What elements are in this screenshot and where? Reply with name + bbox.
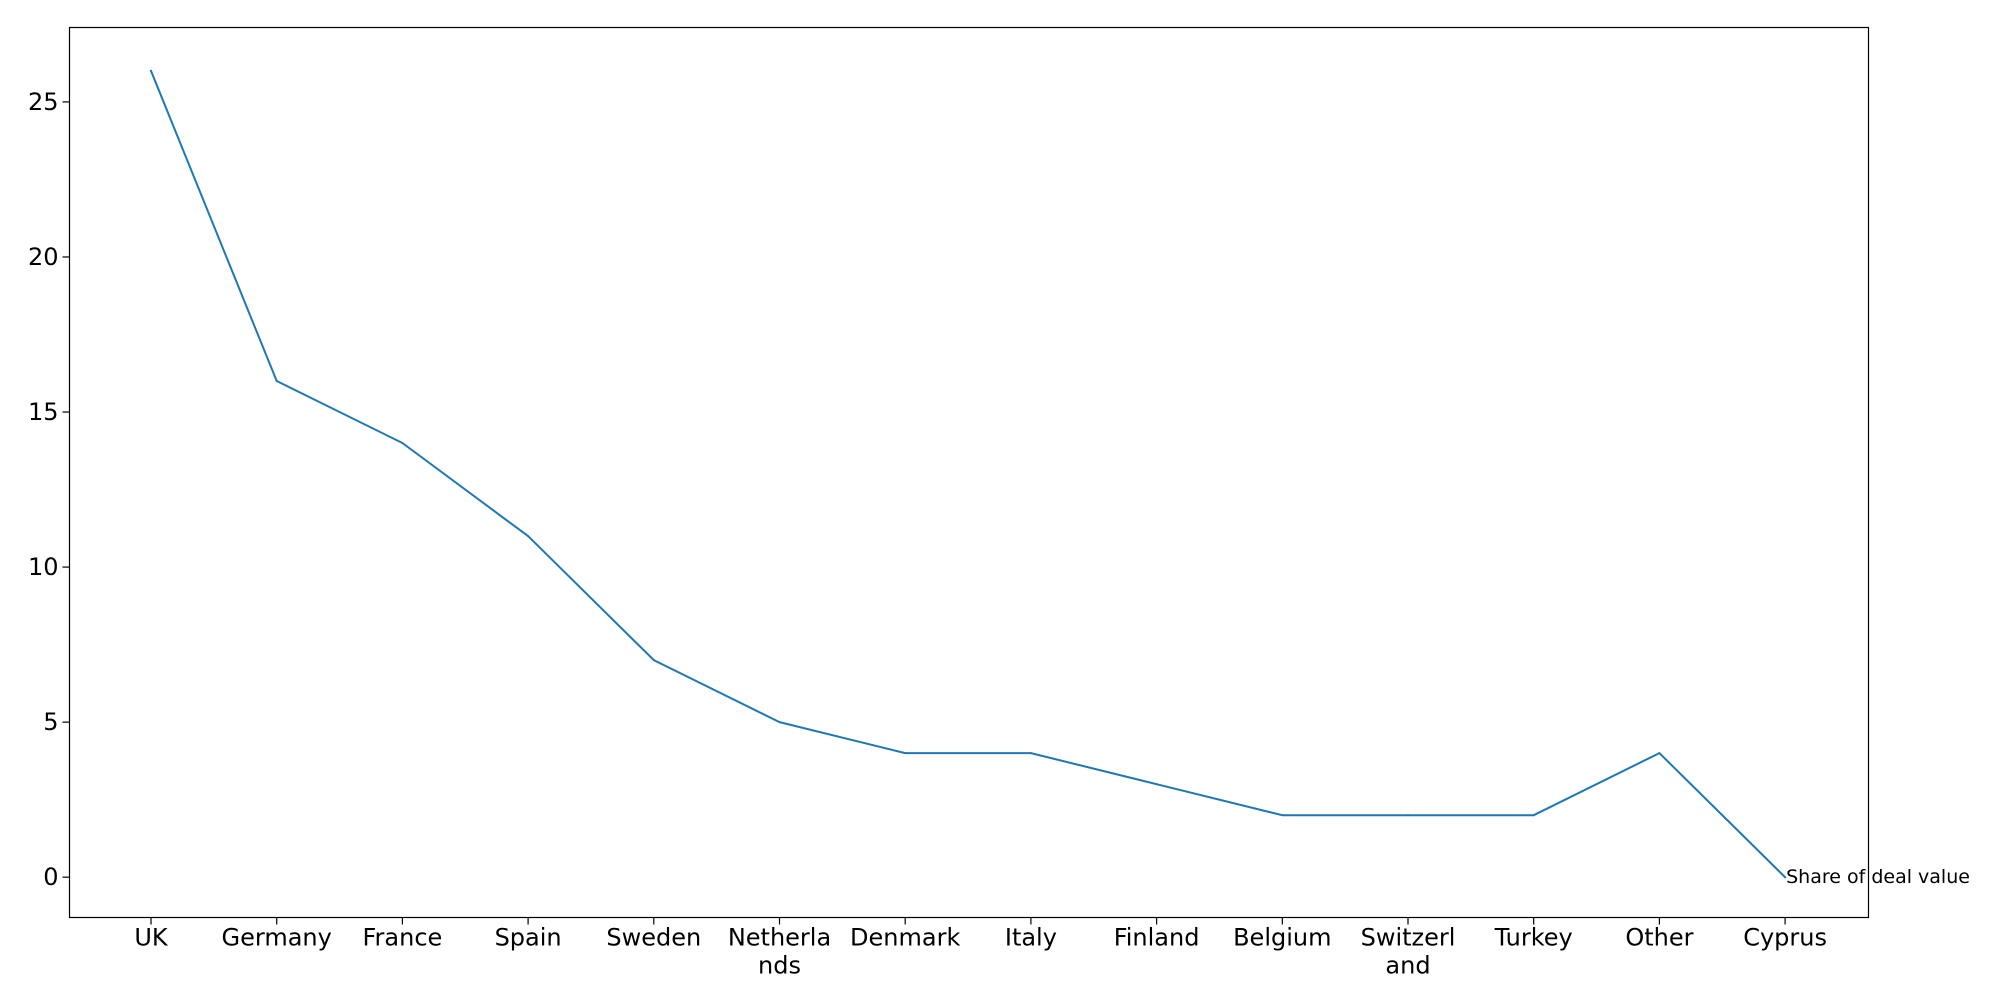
data-point <box>652 659 655 662</box>
data-point <box>778 721 781 724</box>
x-tick-label-line: Italy <box>1005 924 1057 952</box>
data-point <box>275 380 278 383</box>
series-annotation: Share of deal value <box>1786 866 1970 888</box>
y-tick-label: 5 <box>43 708 58 736</box>
x-tick-label-line: Switzerl <box>1361 924 1456 952</box>
x-tick-label-line: Spain <box>495 924 562 952</box>
x-tick-label-line: Netherla <box>728 924 831 952</box>
data-point <box>1784 876 1787 879</box>
x-tick-label-line: Finland <box>1114 924 1200 952</box>
x-tick-label: France <box>362 924 442 952</box>
x-tick-label-line: Sweden <box>606 924 701 952</box>
x-tick-label: Germany <box>222 924 332 952</box>
data-point <box>1532 814 1535 817</box>
x-tick-label: Sweden <box>606 924 701 952</box>
x-tick-label-line: Turkey <box>1494 924 1573 952</box>
x-tick-label: Belgium <box>1233 924 1331 952</box>
x-tick-label: Switzerl and <box>1361 924 1456 980</box>
x-tick-label-line: Germany <box>222 924 332 952</box>
data-point <box>150 69 152 72</box>
x-tick-label-line: and <box>1385 952 1430 980</box>
x-tick-label: Netherla nds <box>728 924 831 980</box>
y-tick-label: 25 <box>28 88 59 116</box>
y-tick-label: 10 <box>28 553 59 581</box>
data-point <box>527 535 530 538</box>
y-tick-label: 0 <box>43 863 58 891</box>
x-tick-label: Cyprus <box>1743 924 1827 952</box>
plot-area <box>68 26 1870 919</box>
y-tick-label: 20 <box>28 243 59 271</box>
x-tick-label-line: Other <box>1625 924 1693 952</box>
x-tick-label: UK <box>134 924 169 952</box>
x-tick-label-line: Denmark <box>850 924 960 952</box>
x-tick-label: Italy <box>1005 924 1057 952</box>
data-point <box>904 752 907 755</box>
y-axis: 0 5 10 15 20 25 <box>28 88 70 891</box>
x-tick-label-line: Belgium <box>1233 924 1331 952</box>
x-tick-label-line: Cyprus <box>1743 924 1827 952</box>
data-point <box>1155 783 1158 786</box>
series-line <box>149 69 1787 879</box>
x-tick-label-line: France <box>362 924 442 952</box>
data-series <box>149 69 1787 879</box>
plot-frame <box>68 26 1870 919</box>
data-point <box>1029 752 1032 755</box>
y-tick-label: 15 <box>28 398 59 426</box>
x-tick-label-line: nds <box>758 952 801 980</box>
annotations: Share of deal value <box>1786 866 1970 888</box>
x-tick-label: Other <box>1625 924 1693 952</box>
data-point <box>1658 752 1661 755</box>
x-tick-label: Finland <box>1114 924 1200 952</box>
x-axis: UK Germany France Spain Sweden Netherla nds Den… <box>134 917 1827 980</box>
data-point <box>1281 814 1284 817</box>
x-tick-label-line: UK <box>134 924 169 952</box>
data-point <box>401 442 404 445</box>
data-point <box>1407 814 1409 817</box>
x-tick-label: Denmark <box>850 924 960 952</box>
x-tick-label: Turkey <box>1494 924 1573 952</box>
x-tick-label: Spain <box>495 924 562 952</box>
